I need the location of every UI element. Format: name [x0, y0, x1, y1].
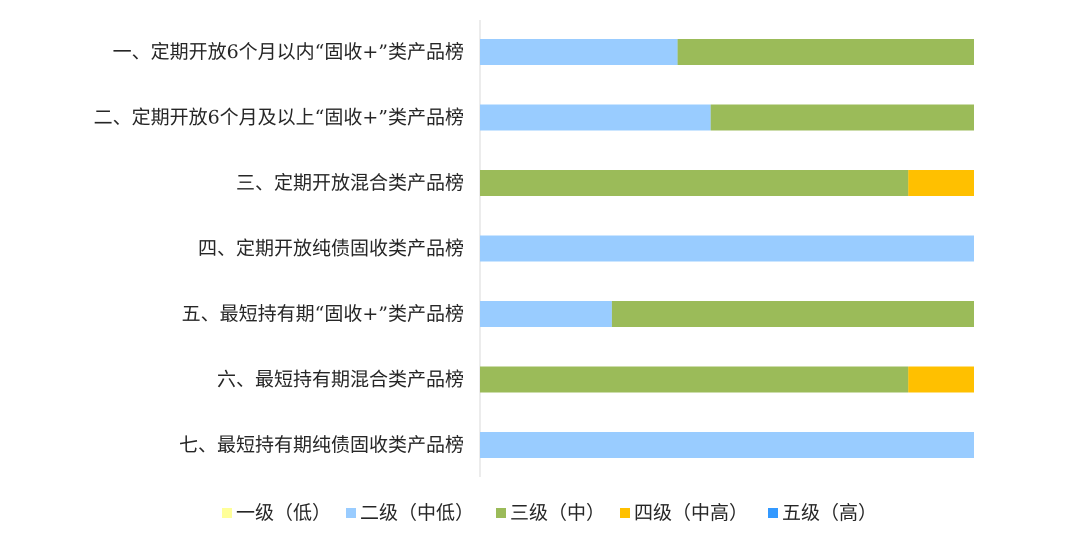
bar-segment-series-2-cat-1 — [710, 104, 974, 131]
category-label: 一、定期开放6个月以内“固收+”类产品榜 — [113, 41, 464, 63]
legend-label: 二级（中低） — [360, 502, 474, 524]
legend-label: 一级（低） — [236, 502, 331, 524]
bar-segment-series-2-cat-4 — [611, 301, 974, 327]
legend-label: 四级（中高） — [634, 502, 748, 524]
legend-swatch — [620, 508, 630, 518]
bar-segment-series-1-cat-0 — [480, 39, 678, 65]
category-label: 六、最短持有期混合类产品榜 — [217, 369, 464, 391]
bar-segment-series-1-cat-4 — [480, 301, 612, 327]
legend-swatch — [496, 508, 506, 518]
category-label: 二、定期开放6个月及以上“固收+”类产品榜 — [94, 107, 464, 129]
category-label: 七、最短持有期纯债固收类产品榜 — [179, 434, 464, 456]
bar-series-group — [480, 39, 974, 458]
legend-swatch — [346, 508, 356, 518]
bar-segment-series-1-cat-3 — [480, 235, 974, 262]
legend-label: 五级（高） — [782, 502, 877, 524]
bar-segment-series-3-cat-5 — [908, 366, 974, 393]
category-label: 三、定期开放混合类产品榜 — [236, 172, 464, 194]
legend-label: 三级（中） — [510, 502, 605, 524]
bar-segment-series-2-cat-5 — [480, 366, 909, 393]
legend-swatch — [222, 508, 232, 518]
category-label: 五、最短持有期“固收+”类产品榜 — [182, 303, 464, 325]
bar-segment-series-2-cat-2 — [480, 170, 909, 196]
bar-segment-series-1-cat-1 — [480, 104, 711, 131]
legend: 一级（低） 二级（中低） 三级（中） 四级（中高） 五级（高） — [222, 502, 877, 524]
bar-segment-series-2-cat-0 — [677, 39, 974, 65]
bar-segment-series-3-cat-2 — [908, 170, 974, 196]
legend-swatch — [768, 508, 778, 518]
category-labels: 一、定期开放6个月以内“固收+”类产品榜二、定期开放6个月及以上“固收+”类产品… — [94, 41, 464, 456]
bar-segment-series-1-cat-6 — [480, 432, 974, 458]
category-label: 四、定期开放纯债固收类产品榜 — [198, 238, 464, 260]
